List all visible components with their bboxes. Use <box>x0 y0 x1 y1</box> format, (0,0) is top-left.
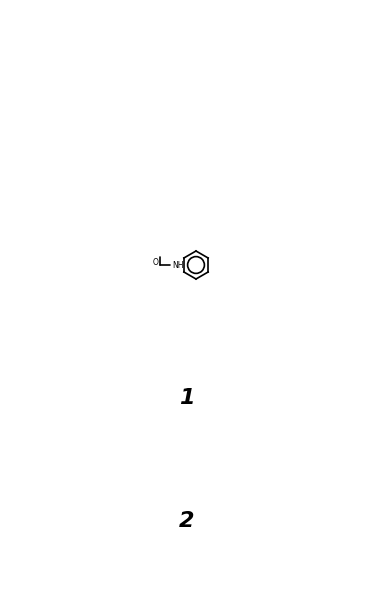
Text: O: O <box>153 257 159 267</box>
Text: NH: NH <box>172 261 184 270</box>
Text: 1: 1 <box>179 388 195 408</box>
Text: 2: 2 <box>179 511 195 531</box>
